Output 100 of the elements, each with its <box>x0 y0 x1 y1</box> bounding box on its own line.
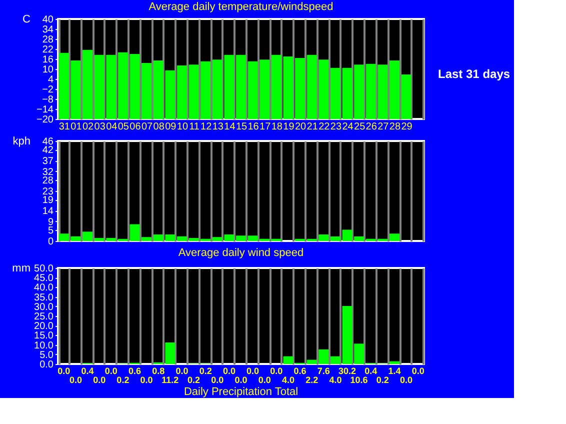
y-tick-label: −20 <box>36 114 54 126</box>
data-label: 4.0 <box>329 375 342 385</box>
bar <box>283 356 294 364</box>
data-label: 0.0 <box>211 375 224 385</box>
x-tick-label: 20 <box>294 122 307 132</box>
data-label: 7.6 <box>317 366 330 376</box>
y-tick-label: 19 <box>42 195 54 206</box>
bar <box>389 234 400 241</box>
data-label: 0.0 <box>104 366 118 376</box>
bar <box>236 236 246 241</box>
x-tick-label: 19 <box>283 122 295 132</box>
x-tick-label: 23 <box>330 122 342 132</box>
text: Daily Precipitation Total <box>184 386 298 398</box>
y-tick-label: 37 <box>42 156 54 168</box>
data-label: 30.2 <box>338 366 356 376</box>
y-tick-label: 46 <box>42 136 54 148</box>
y-tick-label: 23 <box>42 186 54 198</box>
x-tick-label: 18 <box>271 122 283 132</box>
data-label: 0.4 <box>81 366 94 376</box>
y-axis-title: kph <box>12 136 30 148</box>
bar <box>401 74 412 119</box>
x-tick-label: 21 <box>306 122 318 132</box>
data-label: 11.2 <box>162 375 179 385</box>
y-tick-label: 10 <box>42 64 54 76</box>
x-tick-label: 14 <box>224 122 236 132</box>
data-label: 0.0 <box>140 375 153 385</box>
y-tick-label: 4 <box>48 74 54 86</box>
y-tick-label: 20.0 <box>34 321 54 332</box>
y-tick-label: 28 <box>42 176 54 187</box>
y-tick-label: 30.0 <box>34 302 54 313</box>
y-axis-title: C <box>22 14 31 26</box>
y-tick-label: 10.0 <box>34 340 54 352</box>
x-tick-label: 25 <box>354 122 366 132</box>
y-tick-label: −14 <box>36 104 54 116</box>
x-tick-label: 10 <box>176 122 188 132</box>
x-tick-label: 06 <box>130 122 142 132</box>
y-axis-title: mm <box>12 262 30 274</box>
text: Last 31 days <box>438 67 510 81</box>
bar <box>389 361 400 364</box>
x-tick-label: 07 <box>141 122 154 132</box>
y-tick-label: −8 <box>42 94 54 106</box>
y-tick-label: 5.0 <box>40 350 54 361</box>
x-tick-label: 03 <box>94 122 106 132</box>
x-tick-label: 01 <box>70 122 82 132</box>
bar <box>82 232 93 241</box>
y-tick-label: 22 <box>42 44 54 56</box>
data-label: 0.0 <box>246 366 260 376</box>
data-label: 0.0 <box>69 375 82 385</box>
data-label: 0.0 <box>234 375 248 385</box>
x-tick-label: 28 <box>389 122 401 132</box>
data-label: 0.2 <box>188 375 200 385</box>
y-tick-label: 14 <box>42 206 54 218</box>
data-label: 0.0 <box>412 366 424 376</box>
x-tick-label: 02 <box>82 122 94 132</box>
data-label: 0.0 <box>400 375 413 385</box>
y-tick-label: 9 <box>48 216 54 228</box>
x-tick-label: 17 <box>260 122 272 132</box>
data-label: 0.0 <box>222 366 236 376</box>
x-tick-label: 24 <box>342 122 354 132</box>
y-tick-label: 0 <box>48 236 54 248</box>
y-tick-label: 45.0 <box>34 273 54 284</box>
chart-title: Average daily temperature/windspeed <box>148 1 334 13</box>
x-tick-label: 08 <box>153 122 165 132</box>
data-label: 0.6 <box>128 366 141 376</box>
y-tick-label: 34 <box>42 24 54 36</box>
x-tick-label: 12 <box>200 122 212 132</box>
y-tick-label: 32 <box>42 166 54 178</box>
data-label: 2.2 <box>306 375 318 385</box>
x-tick-label: 27 <box>378 122 390 132</box>
data-label: 0.2 <box>376 375 389 385</box>
y-tick-label: −2 <box>42 84 54 96</box>
y-tick-label: 0.0 <box>40 360 54 370</box>
y-tick-label: 50.0 <box>34 264 54 274</box>
data-label: 0.0 <box>176 366 188 376</box>
data-label: 0.2 <box>199 366 212 376</box>
data-label: 0.0 <box>93 375 106 385</box>
y-tick-label: 42 <box>42 145 54 156</box>
data-label: 0.0 <box>58 366 70 376</box>
bar <box>176 236 187 241</box>
y-tick-label: 16 <box>42 54 54 66</box>
x-tick-label: 16 <box>248 122 260 132</box>
bar <box>82 50 93 119</box>
data-label: 10.6 <box>350 375 368 385</box>
x-tick-label: 31 <box>58 122 70 132</box>
y-tick-label: 5 <box>48 226 54 237</box>
x-tick-label: 29 <box>401 122 413 132</box>
y-tick-label: 40 <box>42 14 54 26</box>
x-tick-label: 11 <box>189 122 200 132</box>
data-label: 0.2 <box>116 375 130 385</box>
data-label: 1.4 <box>388 366 401 376</box>
x-tick-label: 04 <box>106 122 118 132</box>
y-tick-label: 25.0 <box>34 312 54 322</box>
x-tick-label: 13 <box>212 122 224 132</box>
bar <box>389 60 400 119</box>
data-label: 0.0 <box>258 375 271 385</box>
data-label: 0.6 <box>294 366 306 376</box>
x-tick-label: 05 <box>118 122 130 132</box>
bar <box>176 66 187 119</box>
x-tick-label: 09 <box>165 122 177 132</box>
data-label: 0.4 <box>364 366 378 376</box>
